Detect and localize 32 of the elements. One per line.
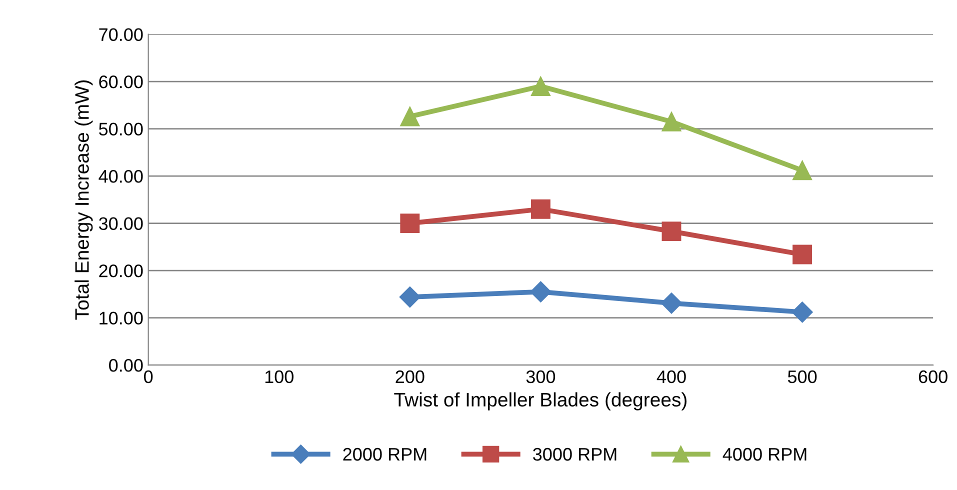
point [792, 302, 813, 323]
point [399, 286, 420, 308]
y-tick-label: 10.00 [100, 312, 143, 325]
point [530, 199, 550, 219]
point [662, 222, 682, 242]
x-tick-label: 500 [788, 370, 817, 384]
x-tick-label: 100 [265, 370, 294, 384]
point [660, 292, 682, 314]
y-tick-label: 20.00 [99, 264, 143, 278]
legend-label: 3000 RPM [533, 448, 616, 461]
y-tick-label: 30.00 [98, 217, 143, 230]
legend-label: 2000 RPM [343, 448, 426, 461]
point [400, 214, 420, 234]
x-tick-label: 300 [526, 370, 556, 384]
x-tick-label: 0 [144, 370, 153, 384]
point [792, 244, 812, 264]
y-tick-label: 60.00 [99, 75, 143, 88]
y-tick-label: 0.00 [109, 358, 143, 372]
point [792, 160, 812, 180]
point [662, 112, 682, 132]
x-tick-label: 400 [656, 370, 686, 384]
x-tick-label: 600 [918, 370, 948, 384]
point [530, 76, 550, 96]
x-axis-title: Twist of Impeller Blades (degrees) [394, 392, 686, 410]
y-tick-label: 70.00 [99, 28, 143, 42]
y-tick-label: 40.00 [98, 170, 143, 183]
point [400, 106, 420, 126]
legend-label: 4000 RPM [722, 448, 806, 461]
x-tick-label: 200 [396, 370, 424, 384]
y-tick-label: 50.00 [99, 122, 143, 136]
y-axis-title: Total Energy Increase (mW) [74, 80, 93, 320]
point [530, 281, 552, 302]
